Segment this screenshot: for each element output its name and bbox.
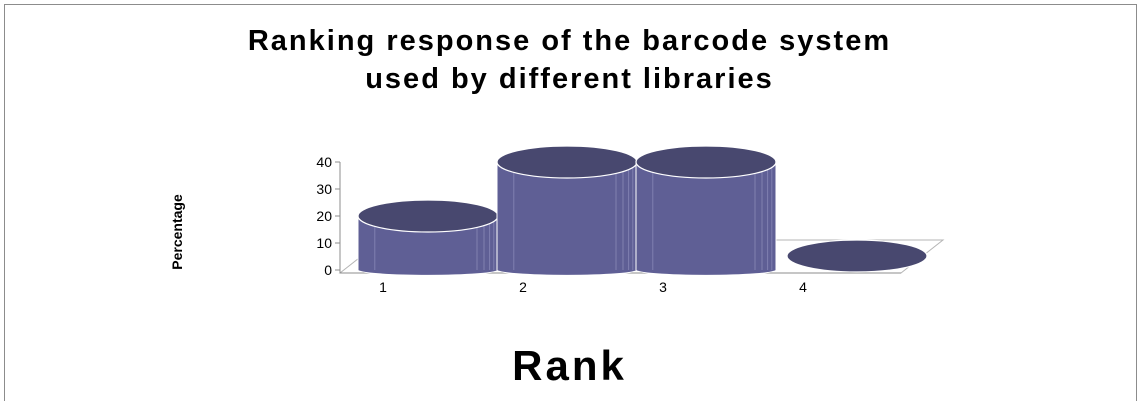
bar-body	[496, 161, 638, 276]
y-axis: 0 10 20 30 40	[316, 154, 341, 278]
chart-title: Ranking response of the barcode system u…	[0, 22, 1139, 98]
bar-body	[357, 215, 499, 276]
y-axis-label: Percentage	[169, 194, 185, 270]
x-tick-label: 3	[659, 279, 667, 295]
x-tick-label: 4	[799, 279, 807, 295]
y-tick-label: 40	[316, 154, 332, 170]
bar-cylinder	[496, 145, 638, 276]
bar-cylinder	[635, 145, 777, 276]
bar-top	[357, 199, 499, 233]
bar-cylinder	[357, 199, 499, 276]
chart-title-line1: Ranking response of the barcode system	[247, 25, 892, 57]
bar-top	[496, 145, 638, 179]
x-tick-label: 1	[379, 279, 387, 295]
y-tick-label: 10	[316, 235, 332, 251]
bar-cylinder	[786, 239, 928, 273]
bar-body	[635, 161, 777, 276]
bar-top	[786, 239, 928, 273]
y-tick-label: 0	[324, 262, 332, 278]
x-axis-label: Rank	[512, 342, 627, 389]
y-tick-label: 30	[316, 181, 332, 197]
x-axis: 1 2 3 4	[379, 279, 807, 295]
y-tick-label: 20	[316, 208, 332, 224]
x-tick-label: 2	[519, 279, 527, 295]
chart-title-line2: used by different libraries	[365, 63, 774, 95]
bar-top	[635, 145, 777, 179]
bars	[357, 145, 928, 276]
